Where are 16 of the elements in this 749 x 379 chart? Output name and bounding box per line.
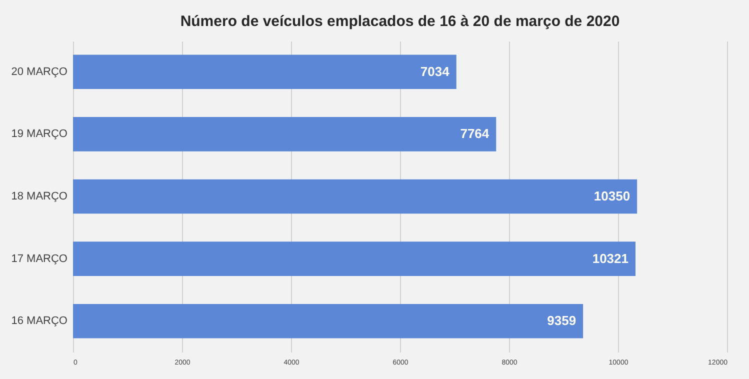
y-tick-label: 17 MARÇO: [11, 252, 68, 265]
bar: [73, 117, 496, 152]
y-tick-label: 16 MARÇO: [11, 315, 68, 328]
data-label: 7764: [460, 126, 490, 142]
bar: [73, 242, 636, 276]
data-label: 10350: [594, 188, 630, 204]
bar: [73, 179, 638, 214]
y-tick-label: 18 MARÇO: [11, 190, 68, 202]
data-label: 10321: [592, 250, 628, 266]
y-tick-label: 20 MARÇO: [11, 66, 68, 78]
bar: [73, 304, 584, 338]
y-tick-label: 19 MARÇO: [11, 128, 68, 140]
chart-title: Número de veículos emplacados de 16 à 20 de março de 2020: [180, 13, 620, 30]
data-label: 7034: [420, 64, 450, 79]
data-label: 9359: [547, 313, 576, 328]
bar: [73, 54, 456, 89]
